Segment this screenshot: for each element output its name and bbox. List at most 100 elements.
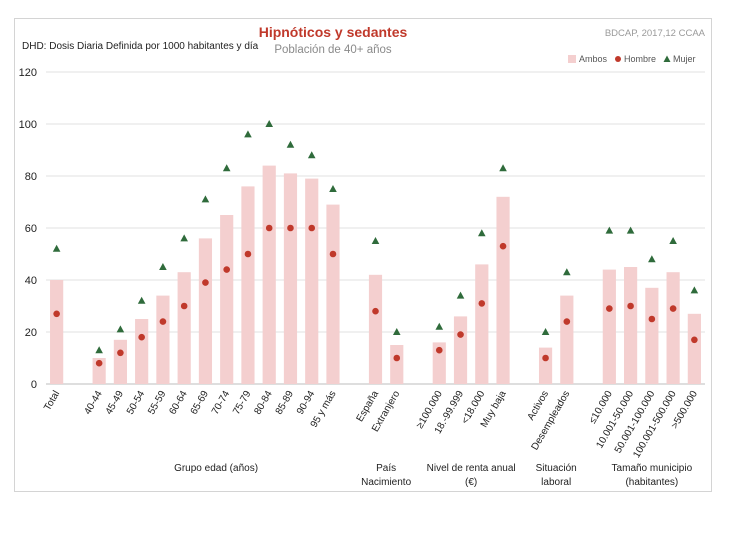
- point-hombre: [627, 302, 634, 310]
- bar-ambos: [135, 319, 149, 384]
- bar-ambos: [645, 287, 659, 384]
- x-tick-label: 80-84: [252, 389, 275, 417]
- x-tick-label: 65-69: [189, 389, 212, 417]
- y-tick-label: 20: [25, 327, 37, 339]
- bar-ambos: [538, 347, 553, 384]
- point-hombre: [499, 242, 507, 250]
- point-mujer: [477, 229, 486, 237]
- bar-ambos: [560, 295, 574, 384]
- group-label: (€): [465, 477, 477, 488]
- bar-ambos: [368, 274, 383, 384]
- x-tick-label: 45-49: [104, 389, 127, 417]
- bar-ambos: [666, 272, 680, 384]
- y-tick-label: 120: [19, 67, 37, 79]
- bar-ambos: [283, 173, 298, 384]
- x-tick-label: 60-64: [167, 389, 190, 417]
- point-mujer: [669, 237, 677, 244]
- bar-ambos: [305, 178, 319, 384]
- x-tick-label: 75-79: [231, 389, 254, 417]
- bar-ambos: [390, 345, 404, 384]
- legend-label-mujer: Mujer: [673, 54, 696, 64]
- x-tick-label: Total: [42, 389, 62, 413]
- point-hombre: [308, 224, 316, 232]
- point-hombre: [95, 359, 103, 367]
- point-mujer: [286, 140, 295, 148]
- point-mujer: [159, 263, 167, 270]
- bar-ambos: [113, 339, 127, 384]
- point-mujer: [116, 325, 125, 333]
- point-mujer: [648, 255, 656, 263]
- point-hombre: [117, 349, 124, 357]
- point-mujer: [137, 296, 146, 304]
- y-tick-label: 0: [31, 379, 37, 391]
- point-hombre: [393, 354, 401, 362]
- point-hombre: [223, 266, 230, 273]
- point-mujer: [626, 226, 635, 234]
- y-tick-label: 100: [19, 119, 37, 131]
- bar-ambos: [92, 358, 106, 384]
- point-hombre: [606, 305, 613, 312]
- point-hombre: [244, 250, 252, 258]
- x-tick-label: 90-94: [295, 389, 318, 417]
- point-hombre: [138, 333, 145, 341]
- point-hombre: [329, 250, 337, 258]
- point-mujer: [201, 195, 210, 203]
- bar-ambos: [220, 215, 234, 384]
- chart-subtitle: Población de 40+ años: [274, 44, 392, 56]
- point-mujer: [307, 151, 316, 159]
- legend-dot-swatch: [615, 56, 621, 62]
- group-label: Situación: [536, 463, 577, 474]
- legend: Ambos Hombre Mujer: [568, 54, 696, 64]
- point-mujer: [563, 268, 571, 276]
- x-tick-label: 85-89: [274, 389, 297, 417]
- group-label: Nivel de renta anual: [427, 463, 516, 474]
- point-mujer: [52, 244, 61, 252]
- point-hombre: [648, 315, 656, 323]
- point-mujer: [456, 291, 465, 299]
- point-hombre: [180, 302, 188, 310]
- point-mujer: [265, 120, 274, 127]
- x-tick-label: 55-59: [146, 389, 169, 417]
- point-mujer: [180, 234, 188, 242]
- bar-ambos: [624, 267, 638, 384]
- bar-ambos: [262, 165, 276, 384]
- legend-label-ambos: Ambos: [579, 54, 608, 64]
- point-hombre: [669, 305, 677, 312]
- point-mujer: [222, 164, 231, 172]
- y-tick-label: 60: [25, 223, 37, 235]
- point-hombre: [53, 310, 60, 318]
- point-hombre: [542, 354, 549, 362]
- chart-title: Hipnóticos y sedantes: [259, 24, 408, 40]
- point-mujer: [244, 130, 252, 138]
- point-hombre: [202, 279, 209, 286]
- point-hombre: [159, 318, 167, 325]
- point-hombre: [691, 336, 698, 344]
- point-mujer: [499, 164, 507, 172]
- point-mujer: [95, 346, 103, 354]
- point-hombre: [265, 224, 273, 232]
- group-label: laboral: [541, 477, 571, 488]
- point-mujer: [371, 237, 380, 244]
- point-mujer: [541, 328, 550, 335]
- group-label: Tamaño municipio: [612, 463, 693, 474]
- group-label: País: [376, 463, 396, 474]
- point-hombre: [457, 331, 464, 338]
- bar-ambos: [496, 196, 510, 384]
- point-mujer: [392, 328, 401, 335]
- point-hombre: [435, 346, 443, 354]
- legend-bar-swatch: [568, 55, 576, 63]
- bar-ambos: [475, 264, 489, 384]
- bar-ambos: [177, 272, 191, 384]
- point-hombre: [372, 307, 379, 315]
- x-tick-label: 40-44: [82, 389, 105, 417]
- bar-ambos: [50, 280, 64, 384]
- point-hombre: [287, 224, 294, 232]
- bar-ambos: [687, 313, 701, 384]
- point-hombre: [478, 300, 486, 307]
- bar-ambos: [241, 186, 255, 384]
- bar-ambos: [432, 342, 446, 384]
- chart-frame: Hipnóticos y sedantes Población de 40+ a…: [14, 18, 712, 492]
- group-label: Grupo edad (años): [174, 463, 258, 474]
- bar-ambos: [602, 269, 616, 384]
- legend-triangle-swatch: [663, 55, 671, 62]
